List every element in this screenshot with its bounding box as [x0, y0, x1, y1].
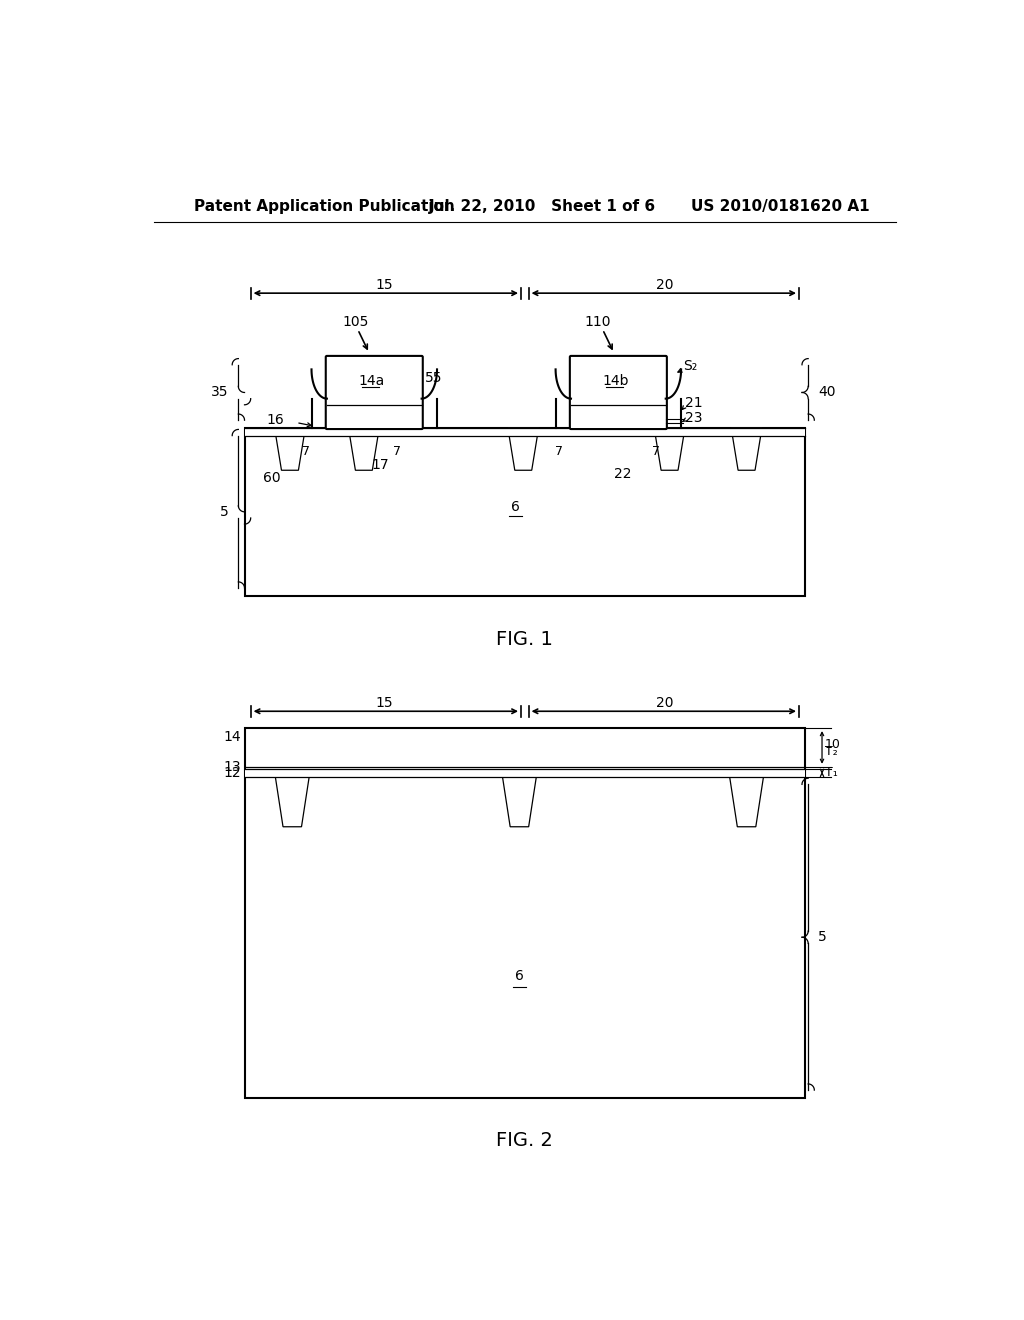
Text: Patent Application Publication: Patent Application Publication [194, 198, 455, 214]
Text: 35: 35 [211, 385, 228, 400]
Text: FIG. 2: FIG. 2 [497, 1131, 553, 1150]
Polygon shape [274, 428, 305, 470]
Text: 14: 14 [223, 730, 241, 743]
Text: 7: 7 [555, 445, 563, 458]
Polygon shape [508, 428, 539, 470]
Text: 13: 13 [223, 760, 241, 774]
Text: 5: 5 [219, 504, 228, 519]
Text: 22: 22 [614, 467, 632, 480]
Text: 6: 6 [511, 500, 520, 515]
Text: 17: 17 [372, 458, 389, 471]
Bar [245, 428, 805, 437]
Text: 20: 20 [656, 696, 674, 710]
Text: 16: 16 [267, 413, 285, 428]
Text: 110: 110 [585, 314, 611, 329]
Text: 14a: 14a [358, 374, 384, 388]
Text: US 2010/0181620 A1: US 2010/0181620 A1 [691, 198, 869, 214]
Polygon shape [503, 776, 537, 826]
Polygon shape [730, 776, 764, 826]
Text: 14b: 14b [602, 374, 629, 388]
Text: 60: 60 [263, 471, 281, 484]
Text: Jul. 22, 2010   Sheet 1 of 6: Jul. 22, 2010 Sheet 1 of 6 [429, 198, 656, 214]
Bar [245, 770, 805, 776]
FancyBboxPatch shape [326, 356, 423, 429]
Text: 55: 55 [425, 371, 442, 385]
Text: 23: 23 [685, 411, 702, 425]
Text: T₁: T₁ [825, 767, 838, 779]
FancyBboxPatch shape [569, 356, 667, 429]
Text: 12: 12 [223, 766, 241, 780]
Bar [245, 428, 805, 595]
Polygon shape [275, 776, 309, 826]
Text: 30: 30 [403, 412, 422, 425]
Text: 7: 7 [393, 445, 401, 458]
Text: 7: 7 [302, 445, 310, 458]
Text: 40: 40 [818, 385, 836, 400]
Text: 15: 15 [376, 696, 393, 710]
Text: 15: 15 [376, 277, 393, 292]
Text: S₂: S₂ [683, 359, 697, 374]
Bar [245, 729, 805, 1098]
Text: T₂: T₂ [825, 744, 838, 758]
Text: 20: 20 [656, 277, 674, 292]
Text: 5: 5 [818, 931, 827, 944]
Text: FIG. 1: FIG. 1 [497, 630, 553, 649]
Polygon shape [654, 428, 685, 470]
Text: 6: 6 [515, 969, 524, 983]
Text: 105: 105 [342, 314, 369, 329]
Polygon shape [348, 428, 379, 470]
Text: 7: 7 [652, 445, 660, 458]
Text: 10: 10 [825, 738, 841, 751]
Polygon shape [731, 428, 762, 470]
Text: 21: 21 [685, 396, 702, 411]
